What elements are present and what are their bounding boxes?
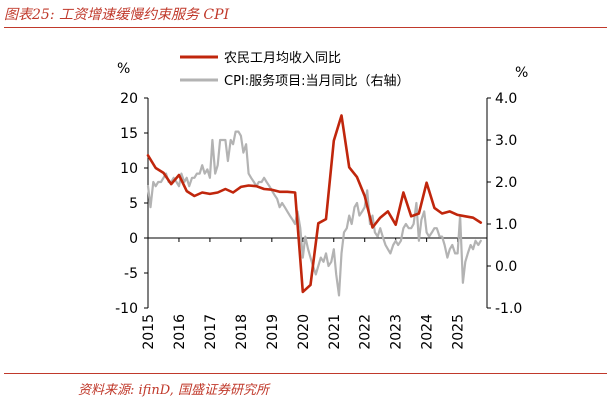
left-y-tick-label: -5 (124, 266, 138, 282)
right-y-tick-label: 0.0 (495, 259, 517, 275)
x-tick-label: 2022 (358, 314, 374, 350)
left-y-tick-label: 20 (120, 91, 138, 107)
x-tick-label: 2018 (234, 314, 250, 350)
left-y-tick-label: 15 (120, 126, 138, 142)
legend-label-income: 农民工月均收入同比 (224, 51, 341, 66)
chart-title: 图表25: 工资增速缓慢约束服务 CPI (4, 7, 230, 23)
x-tick-label: 2021 (327, 314, 343, 350)
legend: 农民工月均收入同比 CPI:服务项目:当月同比（右轴） (180, 51, 410, 89)
left-y-tick-label: 5 (129, 196, 138, 212)
series-cpi-line (146, 130, 482, 297)
x-tick-label: 2015 (141, 314, 157, 350)
series-layer (146, 114, 483, 297)
left-y-tick-label: -10 (115, 301, 138, 317)
left-y-unit: % (117, 61, 130, 77)
series-income-line (146, 114, 483, 294)
x-tick-label: 2024 (420, 314, 436, 350)
right-y-tick-label: -1.0 (495, 301, 522, 317)
x-tick-label: 2019 (265, 314, 281, 350)
x-tick-label: 2017 (203, 314, 219, 350)
right-y-tick-label: 2.0 (495, 175, 517, 191)
source-note: 资料来源: ifinD, 国盛证券研究所 (78, 383, 269, 398)
axes-layer: -10 -5 0 5 10 15 20 -1.0 0.0 1.0 2.0 3.0 4.0 2015 2016… (115, 61, 528, 350)
right-y-tick-label: 1.0 (495, 217, 517, 233)
x-tick-label: 2020 (296, 314, 312, 350)
legend-label-cpi: CPI:服务项目:当月同比（右轴） (224, 73, 410, 89)
source-divider (4, 373, 607, 374)
x-tick-label: 2025 (451, 314, 467, 350)
title-divider (4, 27, 607, 28)
left-y-tick-label: 10 (120, 161, 138, 177)
x-tick-label: 2016 (172, 314, 188, 350)
left-y-tick-label: 0 (129, 231, 138, 247)
right-y-unit: % (515, 65, 528, 81)
right-y-tick-label: 3.0 (495, 133, 517, 149)
right-y-tick-label: 4.0 (495, 91, 517, 107)
x-tick-label: 2023 (389, 314, 405, 350)
